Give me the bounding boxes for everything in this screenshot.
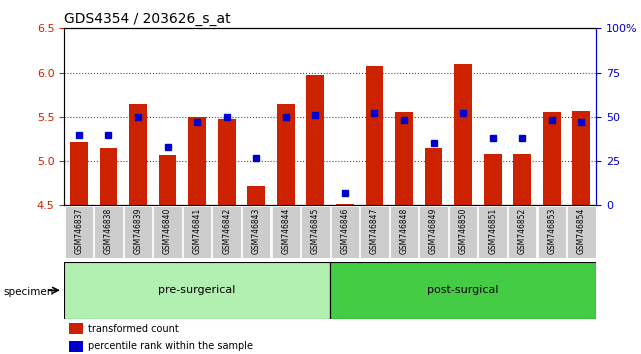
Text: GSM746843: GSM746843	[252, 208, 261, 255]
Text: post-surgical: post-surgical	[428, 285, 499, 295]
Bar	[218, 119, 235, 205]
Bar	[390, 206, 418, 258]
Bar	[425, 148, 442, 205]
Text: GSM746837: GSM746837	[74, 208, 83, 255]
Text: specimen: specimen	[3, 287, 54, 297]
Text: GSM746850: GSM746850	[458, 208, 468, 255]
Bar	[183, 206, 212, 258]
Bar	[331, 206, 359, 258]
Bar	[65, 206, 93, 258]
Bar	[484, 154, 501, 205]
Text: GSM746839: GSM746839	[133, 208, 142, 255]
Text: GSM746847: GSM746847	[370, 208, 379, 255]
Bar	[336, 204, 354, 205]
Bar	[478, 206, 507, 258]
Text: GSM746853: GSM746853	[547, 208, 556, 255]
Bar	[538, 206, 566, 258]
Bar	[365, 67, 383, 205]
Text: GSM746842: GSM746842	[222, 208, 231, 254]
Text: GSM746844: GSM746844	[281, 208, 290, 255]
Bar	[272, 206, 300, 258]
Text: GSM746848: GSM746848	[399, 208, 408, 254]
Bar	[395, 113, 413, 205]
Bar	[330, 262, 596, 319]
Text: GSM746841: GSM746841	[192, 208, 202, 254]
Bar	[70, 142, 88, 205]
Text: GSM746854: GSM746854	[577, 208, 586, 255]
Text: GSM746851: GSM746851	[488, 208, 497, 254]
Text: percentile rank within the sample: percentile rank within the sample	[88, 341, 253, 351]
Bar	[99, 148, 117, 205]
Bar	[572, 110, 590, 205]
Bar	[69, 323, 83, 334]
Bar	[242, 206, 271, 258]
Text: GDS4354 / 203626_s_at: GDS4354 / 203626_s_at	[64, 12, 231, 26]
Text: GSM746838: GSM746838	[104, 208, 113, 254]
Bar	[567, 206, 595, 258]
Text: GSM746840: GSM746840	[163, 208, 172, 255]
Bar	[94, 206, 122, 258]
Bar	[159, 155, 176, 205]
Bar	[129, 103, 147, 205]
Text: GSM746845: GSM746845	[311, 208, 320, 255]
Bar	[454, 64, 472, 205]
Bar	[449, 206, 478, 258]
Bar	[419, 206, 448, 258]
Bar	[277, 103, 295, 205]
Bar	[153, 206, 182, 258]
Bar	[306, 75, 324, 205]
Text: GSM746846: GSM746846	[340, 208, 349, 255]
Bar	[69, 341, 83, 352]
Bar	[301, 206, 329, 258]
Bar	[188, 117, 206, 205]
Bar	[124, 206, 152, 258]
Bar	[508, 206, 537, 258]
Text: transformed count: transformed count	[88, 324, 179, 333]
Bar	[513, 154, 531, 205]
Bar	[543, 113, 561, 205]
Text: GSM746852: GSM746852	[518, 208, 527, 254]
Bar	[360, 206, 388, 258]
Bar	[247, 186, 265, 205]
Text: pre-surgerical: pre-surgerical	[158, 285, 236, 295]
Text: GSM746849: GSM746849	[429, 208, 438, 255]
Bar	[64, 262, 330, 319]
Bar	[212, 206, 241, 258]
